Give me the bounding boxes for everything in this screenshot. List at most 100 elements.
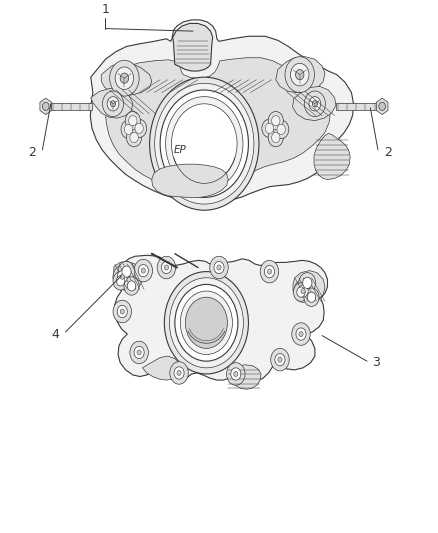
Circle shape — [277, 124, 286, 134]
Circle shape — [122, 266, 131, 277]
Circle shape — [131, 119, 147, 138]
Circle shape — [278, 357, 282, 362]
Circle shape — [117, 276, 125, 286]
Polygon shape — [227, 365, 261, 389]
Circle shape — [275, 353, 285, 366]
Polygon shape — [293, 271, 325, 302]
Circle shape — [268, 128, 283, 147]
Circle shape — [294, 280, 312, 302]
Polygon shape — [173, 23, 213, 71]
Circle shape — [113, 272, 128, 290]
Circle shape — [110, 60, 139, 96]
Polygon shape — [106, 58, 330, 197]
Circle shape — [124, 277, 139, 295]
Circle shape — [141, 268, 145, 273]
Circle shape — [138, 264, 148, 277]
Circle shape — [175, 285, 238, 361]
Polygon shape — [152, 164, 228, 197]
Circle shape — [102, 91, 124, 117]
Circle shape — [160, 90, 248, 197]
Circle shape — [290, 63, 309, 86]
Circle shape — [174, 367, 184, 379]
Circle shape — [265, 123, 274, 133]
Polygon shape — [276, 56, 325, 93]
Circle shape — [265, 265, 275, 278]
Circle shape — [217, 265, 221, 270]
Circle shape — [272, 132, 280, 143]
Circle shape — [170, 362, 188, 384]
Circle shape — [150, 77, 259, 210]
Circle shape — [177, 370, 181, 375]
Circle shape — [303, 277, 312, 288]
Circle shape — [298, 285, 308, 297]
Circle shape — [312, 101, 318, 107]
Circle shape — [127, 281, 136, 291]
Circle shape — [164, 265, 169, 270]
Circle shape — [297, 287, 305, 297]
Text: 2: 2 — [28, 147, 36, 159]
Circle shape — [137, 350, 141, 355]
Circle shape — [113, 265, 131, 288]
Circle shape — [161, 261, 172, 273]
Circle shape — [121, 120, 136, 139]
Circle shape — [134, 346, 144, 359]
Circle shape — [130, 341, 148, 364]
Circle shape — [274, 120, 289, 139]
Bar — [336, 103, 377, 110]
Circle shape — [166, 96, 243, 191]
Circle shape — [164, 272, 248, 374]
Polygon shape — [314, 133, 350, 180]
Circle shape — [134, 260, 152, 282]
Circle shape — [210, 256, 228, 279]
Circle shape — [301, 288, 305, 294]
Circle shape — [268, 111, 283, 130]
Polygon shape — [293, 86, 336, 120]
Circle shape — [292, 323, 310, 345]
Polygon shape — [113, 261, 142, 291]
Polygon shape — [90, 20, 353, 206]
Circle shape — [157, 256, 176, 279]
Circle shape — [231, 368, 241, 380]
Polygon shape — [115, 255, 328, 382]
Text: 1: 1 — [102, 3, 110, 16]
Circle shape — [304, 288, 319, 306]
Circle shape — [234, 372, 238, 376]
Circle shape — [262, 119, 277, 138]
Circle shape — [285, 56, 314, 93]
Text: 2: 2 — [384, 147, 392, 159]
Circle shape — [155, 83, 254, 204]
Polygon shape — [40, 98, 52, 115]
Circle shape — [117, 271, 127, 283]
Circle shape — [127, 128, 141, 147]
Circle shape — [293, 283, 308, 301]
Circle shape — [180, 291, 233, 354]
Circle shape — [296, 69, 304, 80]
Polygon shape — [91, 88, 133, 118]
Circle shape — [267, 269, 272, 274]
Circle shape — [129, 116, 137, 126]
Circle shape — [118, 261, 135, 282]
Circle shape — [185, 297, 227, 349]
Circle shape — [115, 67, 134, 90]
Circle shape — [299, 332, 303, 337]
Text: 4: 4 — [51, 328, 59, 341]
Circle shape — [120, 274, 124, 279]
Polygon shape — [101, 62, 152, 95]
Circle shape — [271, 349, 289, 371]
Circle shape — [226, 362, 245, 385]
Circle shape — [170, 278, 244, 368]
Circle shape — [299, 273, 316, 293]
Circle shape — [124, 124, 133, 134]
Circle shape — [130, 132, 138, 143]
Circle shape — [172, 104, 237, 183]
Circle shape — [117, 305, 127, 318]
Circle shape — [42, 102, 49, 110]
Circle shape — [272, 116, 280, 126]
Circle shape — [260, 260, 279, 283]
Circle shape — [107, 96, 119, 111]
Bar — [51, 103, 92, 110]
Circle shape — [296, 328, 306, 340]
Circle shape — [135, 123, 143, 133]
Circle shape — [304, 91, 325, 117]
Circle shape — [125, 111, 140, 130]
